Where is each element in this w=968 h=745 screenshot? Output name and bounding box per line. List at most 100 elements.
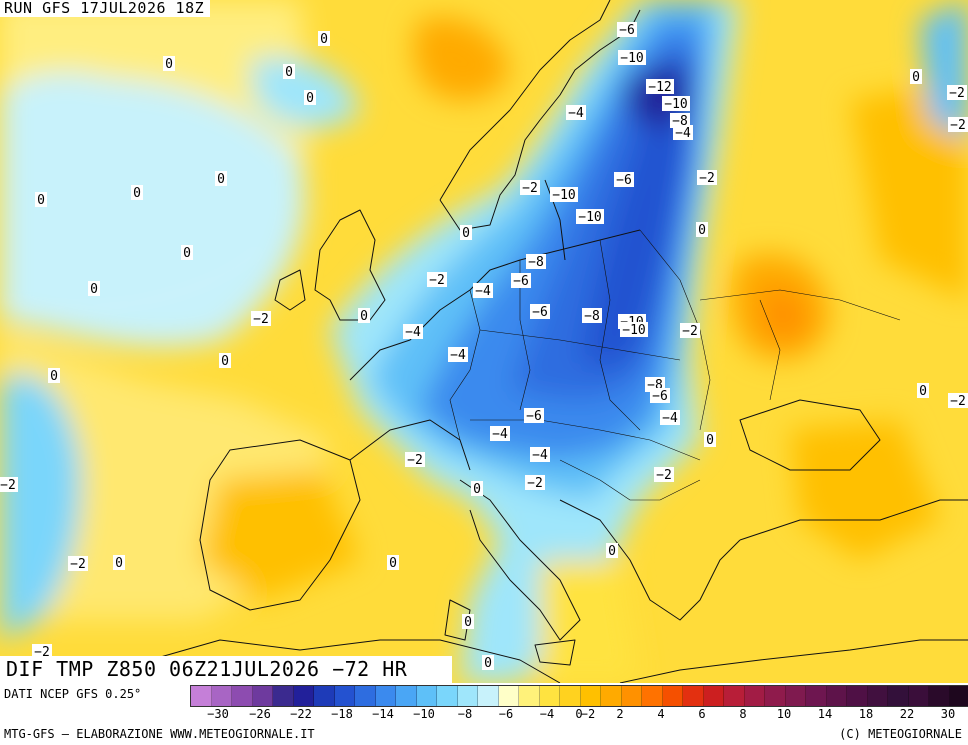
isoline-labels: −6−10−12−10−8−4−4−2−6−2 −10−10−2−20000000… — [0, 22, 968, 671]
legend-swatch — [232, 686, 253, 706]
legend-swatch — [560, 686, 581, 706]
isoline-label: −2 — [251, 311, 271, 327]
isoline-label: −10 — [550, 187, 578, 203]
isoline-label: −2 — [680, 323, 700, 339]
svg-text:−4: −4 — [675, 126, 691, 141]
isoline-label: 0 — [460, 225, 472, 241]
svg-text:−2: −2 — [950, 118, 966, 133]
svg-text:−4: −4 — [450, 348, 466, 363]
map-canvas: −6−10−12−10−8−4−4−2−6−2 −10−10−2−20000000… — [0, 0, 968, 684]
svg-text:0: 0 — [320, 32, 328, 47]
svg-text:0: 0 — [183, 246, 191, 261]
svg-text:−2: −2 — [70, 557, 86, 572]
legend-swatch — [888, 686, 909, 706]
isoline-label: −6 — [524, 408, 544, 424]
svg-text:−10: −10 — [578, 210, 601, 225]
svg-text:0: 0 — [706, 433, 714, 448]
isoline-label: 0 — [471, 481, 483, 497]
legend-swatch — [826, 686, 847, 706]
legend-swatch — [539, 686, 560, 706]
svg-text:−4: −4 — [475, 284, 491, 299]
isoline-label: 0 — [387, 555, 399, 571]
isoline-label: −6 — [614, 172, 634, 188]
isoline-label: −4 — [530, 447, 550, 463]
anomaly-field — [0, 0, 968, 683]
isoline-label: 0 — [283, 64, 295, 80]
isoline-label: −8 — [526, 254, 546, 270]
isoline-label: −2 — [520, 180, 540, 196]
isoline-label: −4 — [673, 125, 693, 141]
isoline-label: 0 — [482, 655, 494, 671]
svg-text:−12: −12 — [648, 80, 671, 95]
svg-text:−4: −4 — [405, 325, 421, 340]
legend-tick-label: −10 — [413, 707, 435, 721]
legend-tick-label: −14 — [372, 707, 394, 721]
svg-text:−8: −8 — [584, 309, 600, 324]
legend-swatch — [662, 686, 683, 706]
isoline-label: −2 — [427, 272, 447, 288]
svg-text:0: 0 — [462, 226, 470, 241]
isoline-label: −6 — [650, 388, 670, 404]
svg-text:0: 0 — [919, 384, 927, 399]
legend-tick-label: −2 — [580, 707, 596, 721]
svg-text:0: 0 — [133, 186, 141, 201]
legend-tick-label: −26 — [249, 707, 271, 721]
svg-text:0: 0 — [464, 615, 472, 630]
svg-text:−4: −4 — [532, 448, 548, 463]
isoline-label: −2 — [405, 452, 425, 468]
svg-text:0: 0 — [473, 482, 481, 497]
svg-text:−2: −2 — [682, 324, 698, 339]
svg-text:−6: −6 — [652, 389, 668, 404]
legend-swatch — [478, 686, 499, 706]
legend-tick-label: 10 — [776, 707, 792, 721]
svg-text:−2: −2 — [522, 181, 538, 196]
svg-text:0: 0 — [115, 556, 123, 571]
svg-text:−10: −10 — [664, 97, 687, 112]
isoline-label: 0 — [704, 432, 716, 448]
legend-tick-label: −8 — [457, 707, 473, 721]
svg-text:0: 0 — [306, 91, 314, 106]
isoline-label: −10 — [620, 322, 648, 338]
isoline-label: −4 — [660, 410, 680, 426]
legend-swatch — [642, 686, 663, 706]
isoline-label: −2 — [68, 556, 88, 572]
legend-swatch — [785, 686, 806, 706]
isoline-label: −2 — [947, 85, 967, 101]
temperature-anomaly-map[interactable]: −6 −10 −12 −10 −8 −4 −4 −2 −6 −2 −10 −10 −2 −2 0 0 0 0 0 0 0… — [0, 0, 968, 684]
svg-text:−2: −2 — [407, 453, 423, 468]
svg-text:−8: −8 — [528, 255, 544, 270]
coastlines — [149, 0, 968, 684]
isoline-label: −2 — [948, 393, 968, 409]
legend-swatch — [457, 686, 478, 706]
isoline-label: 0 — [917, 383, 929, 399]
isoline-label: −2 — [654, 467, 674, 483]
svg-text:−2: −2 — [950, 394, 966, 409]
svg-text:−2: −2 — [656, 468, 672, 483]
legend-swatch — [498, 686, 519, 706]
isoline-label: −6 — [617, 22, 637, 38]
svg-text:−4: −4 — [662, 411, 678, 426]
isoline-label: 0 — [35, 192, 47, 208]
legend-swatch — [355, 686, 376, 706]
legend-swatch — [314, 686, 335, 706]
isoline-label: −2 — [525, 475, 545, 491]
svg-text:−2: −2 — [0, 478, 16, 493]
footer: DATI NCEP GFS 0.25° −30 −26 −22 −18 −14 −10 −8… — [0, 683, 968, 745]
data-source: DATI NCEP GFS 0.25° — [4, 687, 142, 701]
isoline-label: −12 — [646, 79, 674, 95]
legend-swatch — [375, 686, 396, 706]
isoline-label: −10 — [618, 50, 646, 66]
legend-swatch — [703, 686, 724, 706]
isoline-label: 0 — [318, 31, 330, 47]
legend-tick-label: 0 — [575, 707, 583, 721]
legend-tick-label: −6 — [498, 707, 514, 721]
legend-swatch — [929, 686, 950, 706]
isoline-label: −4 — [403, 324, 423, 340]
isoline-label: 0 — [163, 56, 175, 72]
svg-text:0: 0 — [217, 172, 225, 187]
isoline-label: −2 — [0, 477, 18, 493]
legend-swatch — [437, 686, 458, 706]
legend-swatch — [621, 686, 642, 706]
legend-tick-label: 6 — [698, 707, 706, 721]
svg-text:−2: −2 — [699, 171, 715, 186]
